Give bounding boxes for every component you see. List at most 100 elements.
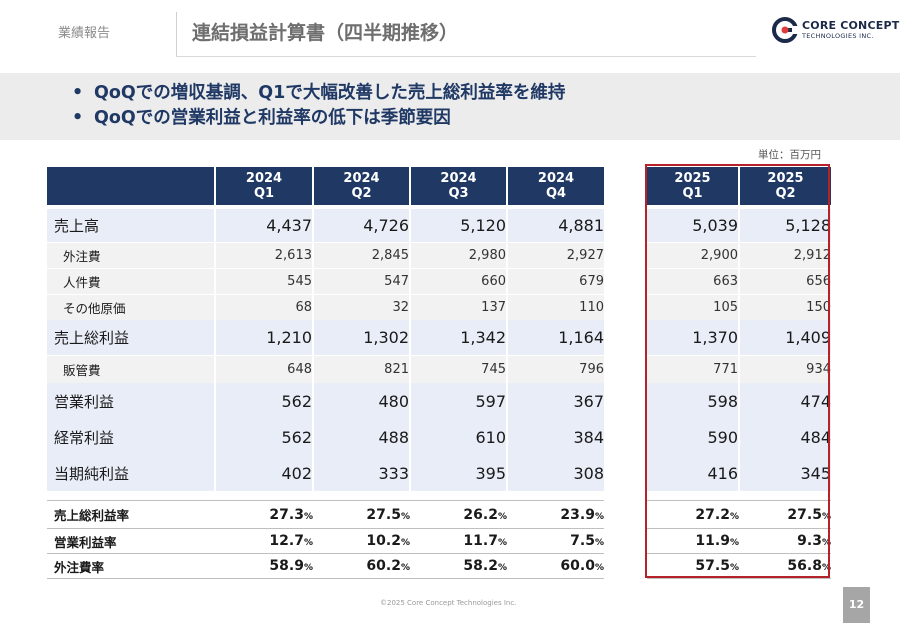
table-cell: 771 xyxy=(647,354,739,383)
page-title: 連結損益計算書（四半期推移） xyxy=(192,22,459,44)
table-cell: 1,164 xyxy=(506,320,604,355)
table-row: 人件費 545 547 660 679 663 656 xyxy=(47,267,831,294)
logo-text-line1: CORE CONCEPT xyxy=(802,19,900,32)
summary-list: • QoQでの増収基調、Q1で大幅改善した売上総利益率を維持 • QoQでの営業利益… xyxy=(72,81,565,131)
table-row: 販管費 648 821 745 796 771 934 xyxy=(47,354,831,383)
row-label: 売上総利益率 xyxy=(47,500,215,529)
table-cell: 1,409 xyxy=(738,320,831,355)
table-cell: 333 xyxy=(312,455,410,491)
table-cell: 610 xyxy=(409,419,507,455)
table-cell: 26.2% xyxy=(410,500,507,529)
table-cell: 32 xyxy=(312,293,410,320)
table-cell: 821 xyxy=(312,354,410,383)
summary-bullet: • QoQでの営業利益と利益率の低下は季節要因 xyxy=(72,106,565,131)
row-label: 営業利益率 xyxy=(47,528,215,554)
column-gap xyxy=(604,209,647,242)
table-row: その他原価 68 32 137 110 105 150 xyxy=(47,293,831,320)
row-label: その他原価 xyxy=(47,293,215,320)
table-cell: 27.3% xyxy=(215,500,313,529)
row-label: 外注費率 xyxy=(47,553,215,579)
table-cell: 562 xyxy=(214,419,313,455)
table-cell: 480 xyxy=(312,383,410,419)
column-gap xyxy=(604,500,647,529)
table-cell: 9.3% xyxy=(739,528,831,554)
table-row: 売上高 4,437 4,726 5,120 4,881 5,039 5,128 xyxy=(47,209,831,242)
column-header: 2024 Q4 xyxy=(506,167,604,205)
table-cell: 484 xyxy=(738,419,831,455)
section-label: 業績報告 xyxy=(58,26,111,41)
ratio-row: 売上総利益率 27.3% 27.5% 26.2% 23.9% 27.2% 27.… xyxy=(47,500,831,529)
table-cell: 2,912 xyxy=(738,241,831,268)
logo-mark-icon xyxy=(772,17,798,43)
table-cell: 660 xyxy=(409,267,507,294)
income-statement-table: 2024 Q1 2024 Q2 2024 Q3 2024 Q4 2025 Q1 2025 Q… xyxy=(47,167,831,579)
column-gap xyxy=(604,242,647,268)
table-cell: 27.2% xyxy=(647,500,739,529)
table-row: 売上総利益 1,210 1,302 1,342 1,164 1,370 1,40… xyxy=(47,320,831,355)
table-cell: 2,900 xyxy=(647,241,739,268)
table-cell: 5,128 xyxy=(738,209,831,242)
column-header: 2024 Q2 xyxy=(312,167,410,205)
table-cell: 547 xyxy=(312,267,410,294)
table-cell: 1,210 xyxy=(214,320,313,355)
table-cell: 598 xyxy=(647,383,739,419)
summary-box: • QoQでの増収基調、Q1で大幅改善した売上総利益率を維持 • QoQでの営業利益… xyxy=(0,73,900,140)
table-cell: 796 xyxy=(506,354,604,383)
ratio-row: 営業利益率 12.7% 10.2% 11.7% 7.5% 11.9% 9.3% xyxy=(47,528,831,554)
table-cell: 345 xyxy=(738,455,831,491)
table-cell: 545 xyxy=(214,267,313,294)
table-header-row: 2024 Q1 2024 Q2 2024 Q3 2024 Q4 2025 Q1 2025 Q… xyxy=(47,167,831,205)
logo-text-line2: TECHNOLOGIES INC. xyxy=(802,32,874,40)
header-blank-cell xyxy=(47,167,215,205)
table-cell: 5,120 xyxy=(409,209,507,242)
table-cell: 402 xyxy=(214,455,313,491)
unit-note: 単位：百万円 xyxy=(758,149,821,161)
column-gap xyxy=(604,455,647,491)
row-label: 売上高 xyxy=(47,209,215,242)
table-cell: 590 xyxy=(647,419,739,455)
summary-text: QoQでの営業利益と利益率の低下は季節要因 xyxy=(94,108,451,128)
table-cell: 663 xyxy=(647,267,739,294)
column-header: 2025 Q2 xyxy=(738,167,831,205)
page-number: 12 xyxy=(843,587,870,623)
row-label: 売上総利益 xyxy=(47,320,215,355)
table-cell: 488 xyxy=(312,419,410,455)
table-cell: 150 xyxy=(738,293,831,320)
table-cell: 4,881 xyxy=(506,209,604,242)
table-cell: 474 xyxy=(738,383,831,419)
table-cell: 7.5% xyxy=(507,528,604,554)
row-label: 当期純利益 xyxy=(47,455,215,491)
table-cell: 562 xyxy=(214,383,313,419)
summary-text: QoQでの増収基調、Q1で大幅改善した売上総利益率を維持 xyxy=(94,83,566,103)
row-label: 人件費 xyxy=(47,267,215,294)
ratio-row: 外注費率 58.9% 60.2% 58.2% 60.0% 57.5% 56.8% xyxy=(47,553,831,579)
table-cell: 745 xyxy=(409,354,507,383)
column-header: 2024 Q1 xyxy=(214,167,313,205)
table-cell: 597 xyxy=(409,383,507,419)
table-cell: 60.2% xyxy=(313,553,410,579)
table-row: 外注費 2,613 2,845 2,980 2,927 2,900 2,912 xyxy=(47,241,831,268)
table-cell: 110 xyxy=(506,293,604,320)
table-cell: 2,927 xyxy=(506,241,604,268)
column-gap xyxy=(604,167,647,205)
table-cell: 105 xyxy=(647,293,739,320)
footer-copyright: ©2025 Core Concept Technologies Inc. xyxy=(380,599,517,607)
column-gap xyxy=(604,268,647,294)
table-cell: 23.9% xyxy=(507,500,604,529)
table-cell: 384 xyxy=(506,419,604,455)
bullet-icon: • xyxy=(72,108,84,128)
table-cell: 27.5% xyxy=(313,500,410,529)
column-header: 2025 Q1 xyxy=(647,167,739,205)
column-gap xyxy=(604,355,647,383)
table-row: 当期純利益 402 333 395 308 416 345 xyxy=(47,455,831,491)
company-logo: CORE CONCEPT TECHNOLOGIES INC. xyxy=(772,17,899,47)
table-cell: 308 xyxy=(506,455,604,491)
table-cell: 416 xyxy=(647,455,739,491)
table-cell: 5,039 xyxy=(647,209,739,242)
column-gap xyxy=(604,294,647,320)
column-gap xyxy=(604,320,647,355)
table-cell: 58.2% xyxy=(410,553,507,579)
table-cell: 11.9% xyxy=(647,528,739,554)
column-gap xyxy=(604,419,647,455)
bullet-icon: • xyxy=(72,83,84,103)
